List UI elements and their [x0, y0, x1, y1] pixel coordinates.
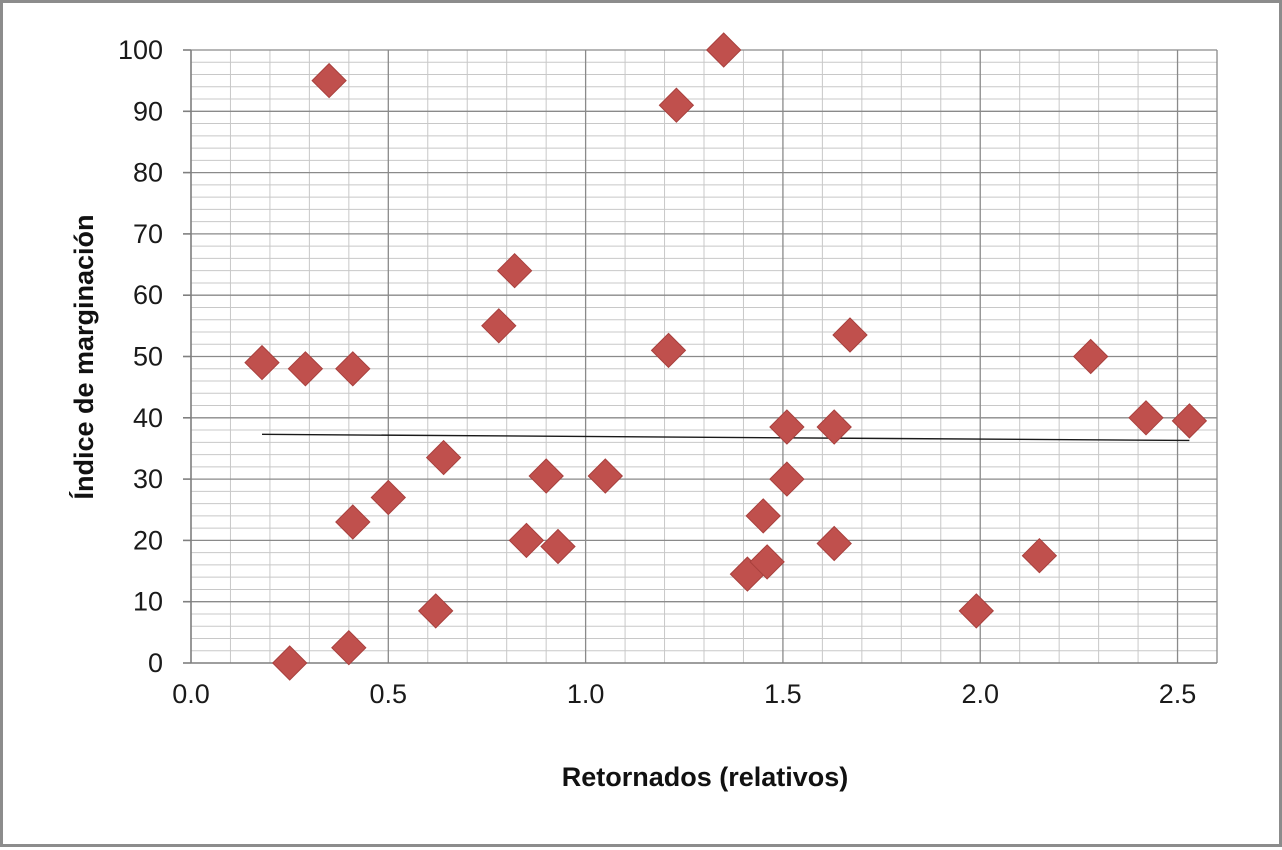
y-tick-label: 60: [133, 280, 163, 310]
data-point: [528, 458, 564, 494]
data-points: [244, 32, 1208, 681]
x-tick-label: 0.0: [172, 679, 210, 709]
data-point: [425, 439, 462, 476]
data-point: [705, 32, 742, 68]
data-point: [370, 479, 407, 516]
data-point: [749, 544, 785, 580]
data-point: [958, 593, 995, 629]
trendline-group: [262, 433, 1190, 442]
y-tick-label: 10: [133, 587, 163, 617]
data-point: [496, 252, 533, 289]
data-point: [1171, 403, 1208, 439]
data-point: [832, 317, 868, 353]
x-tick-label: 1.0: [567, 679, 605, 709]
major-gridlines: [191, 49, 1218, 663]
x-tick-label: 2.0: [961, 679, 999, 709]
axes: [183, 49, 1217, 664]
y-tick-label: 20: [133, 525, 163, 555]
y-tick-label: 100: [118, 35, 163, 65]
x-tick-label: 1.5: [764, 679, 802, 709]
data-point: [587, 458, 624, 494]
y-axis-title: Índice de marginación: [68, 214, 99, 499]
x-axis-tick-labels: 0.0 0.5 1.0 1.5 2.0 2.5: [172, 679, 1196, 709]
y-tick-label: 70: [133, 219, 163, 249]
data-point: [335, 351, 371, 387]
data-point: [816, 525, 852, 562]
data-point: [1021, 537, 1058, 574]
y-tick-label: 0: [148, 648, 163, 678]
y-tick-label: 40: [133, 403, 163, 433]
data-point: [244, 344, 280, 381]
data-point: [287, 351, 324, 387]
x-axis-title: Retornados (relativos): [562, 762, 849, 792]
data-point: [769, 409, 805, 445]
data-point: [481, 308, 517, 344]
data-point: [658, 87, 695, 123]
data-point: [335, 504, 371, 540]
data-point: [331, 629, 367, 666]
data-point: [417, 593, 454, 629]
y-tick-label: 50: [133, 342, 163, 372]
x-tick-label: 2.5: [1159, 679, 1197, 709]
x-tick-label: 0.5: [370, 679, 408, 709]
data-point: [1072, 338, 1109, 375]
data-point: [311, 62, 347, 99]
data-point: [816, 409, 852, 445]
scatter-chart: 0.0 0.5 1.0 1.5 2.0 2.5 0 10 20 30 40 50 60 70 80 90 10…: [68, 32, 1218, 792]
trendline: [262, 433, 1190, 442]
data-point: [769, 461, 805, 497]
data-point: [1128, 400, 1164, 436]
data-point: [650, 332, 687, 369]
y-axis-tick-labels: 0 10 20 30 40 50 60 70 80 90 100: [118, 35, 163, 678]
data-point: [745, 498, 781, 534]
data-point: [271, 645, 308, 681]
y-tick-label: 90: [133, 96, 163, 126]
y-tick-label: 80: [133, 158, 163, 188]
data-point: [508, 522, 545, 559]
y-tick-label: 30: [133, 464, 163, 494]
data-point: [540, 528, 576, 565]
